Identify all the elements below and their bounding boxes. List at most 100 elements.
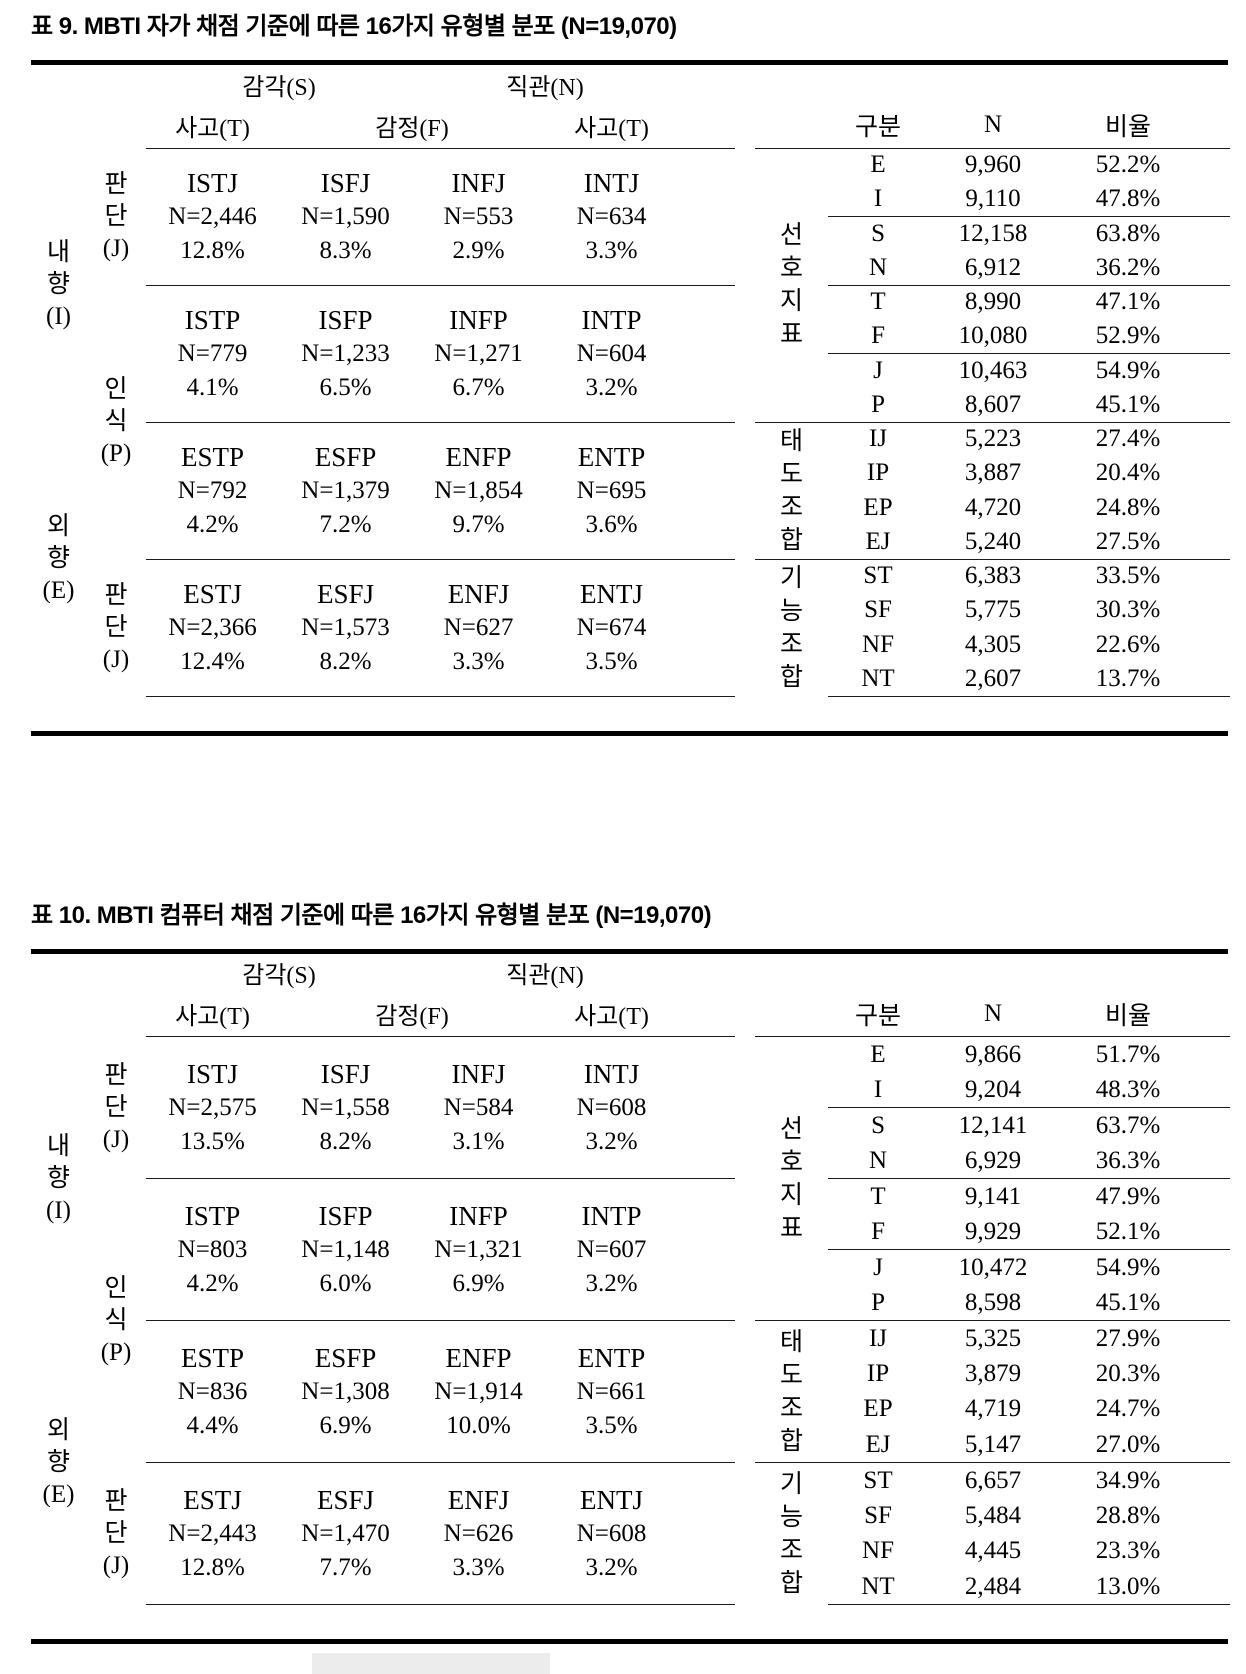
table-9-summary: 구분 N 비율 선 호 지 표 E 9,960 52.2% I 9,110 47.8% S…: [755, 103, 1231, 697]
summary-ratio-cell: 47.8%: [1095, 185, 1161, 213]
row-group-extravert: 외 향 (E): [42, 1416, 75, 1508]
type-cell-entj: ENTJ N=608 3.2%: [545, 1462, 679, 1605]
type-count: N=1,308: [301, 1377, 390, 1405]
summary-n-cell: 6,657: [928, 1462, 1059, 1498]
summary-code-cell: P: [871, 390, 885, 418]
summary-row-ej: EJ 5,240 27.5%: [755, 525, 1230, 559]
summary-n-cell: 3,879: [964, 1359, 1022, 1387]
type-name: INFP: [449, 1200, 508, 1231]
type-name: ENTJ: [580, 1484, 643, 1515]
type-percent: 3.3%: [585, 236, 638, 264]
summary-ratio-cell: 36.2%: [1095, 253, 1161, 281]
empty-cell: [1198, 491, 1230, 525]
empty-cell: [678, 558, 736, 697]
empty-cell: [1198, 388, 1230, 422]
type-cell-intp: INTP N=607 3.2%: [545, 1178, 679, 1321]
grid-row-ej: 판 단 (J) ESTJ N=2,443 12.8% ESFJ N=1,470 7.7%…: [31, 1462, 736, 1605]
summary-code-cell: IJ: [828, 421, 929, 457]
type-percent: 3.5%: [585, 647, 638, 675]
type-name: ESFJ: [316, 578, 375, 609]
row-group-introvert: 내 향 (I): [46, 1132, 71, 1224]
summary-n-cell: 5,775: [964, 596, 1022, 624]
col-header-thinking-n: 사고(T): [545, 103, 679, 149]
summary-code-cell: N: [868, 1146, 888, 1174]
col-header-thinking-n: 사고(T): [545, 991, 679, 1037]
empty-cell: [1198, 991, 1231, 1037]
type-cell-enfj: ENFJ N=627 3.3%: [412, 558, 545, 697]
summary-code-cell: E: [870, 151, 886, 179]
type-cell-estj: ESTJ N=2,366 12.4%: [146, 558, 279, 697]
empty-cell: [678, 1462, 736, 1605]
type-name: ESFJ: [316, 1484, 375, 1515]
summary-n-cell: 8,598: [964, 1288, 1022, 1316]
type-percent: 6.0%: [319, 1269, 372, 1297]
type-name: INFJ: [451, 167, 506, 198]
summary-n-cell: 9,929: [964, 1217, 1022, 1245]
type-count: N=1,573: [301, 613, 390, 641]
summary-ratio-cell: 63.8%: [1058, 215, 1199, 251]
type-percent: 3.6%: [585, 510, 638, 538]
summary-n-cell: 6,383: [928, 558, 1059, 594]
row-label-perceiving: 인 식 (P): [100, 1274, 132, 1366]
type-percent: 4.2%: [186, 510, 239, 538]
table-9-caption: 표 9. MBTI 자가 채점 기준에 따른 16가지 유형별 분포 (N=19…: [31, 13, 677, 40]
type-percent: 6.5%: [319, 373, 372, 401]
empty-cell: [1198, 525, 1230, 559]
summary-n-cell: 12,158: [928, 215, 1059, 251]
summary-code-cell: IP: [866, 459, 890, 487]
summary-code-cell: EJ: [865, 527, 891, 555]
type-percent: 12.8%: [180, 1553, 245, 1581]
summary-row-n: N 6,912 36.2%: [755, 251, 1230, 285]
empty-cell: [31, 992, 146, 1037]
summary-row-ij: 태 도 조 합 IJ 5,325 27.9%: [755, 1320, 1231, 1463]
type-count: N=695: [576, 476, 647, 504]
row-label-judging-top: 판 단 (J): [102, 170, 130, 262]
empty-cell: [678, 65, 735, 103]
type-count: N=1,321: [434, 1235, 523, 1263]
summary-group-functions: 기 능 조 합: [755, 558, 829, 696]
summary-code-cell: ST: [828, 1462, 929, 1498]
summary-ratio-cell: 27.4%: [1058, 421, 1199, 457]
summary-row-nt: NT 2,484 13.0%: [755, 1569, 1231, 1605]
summary-ratio-cell: 36.3%: [1095, 1146, 1161, 1174]
summary-row-sf: SF 5,775 30.3%: [755, 593, 1230, 627]
type-count: N=2,575: [168, 1093, 257, 1121]
summary-code-cell: I: [873, 1075, 883, 1103]
summary-code-cell: N: [868, 253, 888, 281]
summary-row-i: I 9,204 48.3%: [755, 1072, 1230, 1108]
summary-ratio-cell: 27.5%: [1095, 527, 1161, 555]
empty-cell: [678, 421, 736, 559]
summary-n-cell: 5,147: [964, 1430, 1022, 1458]
summary-row-f: F 10,080 52.9%: [755, 319, 1230, 353]
type-cell-istp: ISTP N=779 4.1%: [146, 284, 279, 422]
summary-ratio-cell: 30.3%: [1095, 596, 1161, 624]
type-cell-intj: INTJ N=608 3.2%: [545, 1037, 678, 1179]
type-cell-esfj: ESFJ N=1,573 8.2%: [279, 558, 412, 697]
empty-cell: [31, 65, 146, 103]
empty-cell: [678, 991, 736, 1037]
summary-n-cell: 4,720: [964, 493, 1022, 521]
empty-cell: [1198, 103, 1231, 149]
empty-cell: [1198, 215, 1231, 251]
summary-row-st: 기 능 조 합 ST 6,383 33.5%: [755, 558, 1231, 696]
type-name: INFP: [449, 304, 508, 335]
summary-row-s: S 12,158 63.8%: [755, 215, 1231, 251]
summary-row-nt: NT 2,607 13.7%: [755, 661, 1231, 697]
type-count: N=627: [443, 613, 514, 641]
summary-row-ip: IP 3,879 20.3%: [755, 1356, 1230, 1392]
grid-row-ep: 외 향 (E) ESTP N=792 4.2% ESFP N=1,379 7.2% EN…: [31, 421, 736, 604]
type-name: ISTJ: [186, 167, 238, 198]
type-count: N=803: [177, 1235, 248, 1263]
summary-n-cell: 8,990: [928, 284, 1059, 320]
summary-ratio-cell: 24.8%: [1095, 493, 1161, 521]
summary-code-cell: S: [828, 215, 929, 251]
type-cell-infp: INFP N=1,271 6.7%: [412, 284, 545, 422]
empty-cell: [1198, 1037, 1230, 1073]
empty-cell: [678, 284, 736, 422]
type-percent: 3.3%: [452, 647, 505, 675]
type-cell-isfp: ISFP N=1,233 6.5%: [279, 284, 412, 422]
summary-ratio-cell: 54.9%: [1058, 1249, 1199, 1285]
summary-code-cell: J: [828, 1249, 929, 1285]
col-group-intuition: 직관(N): [506, 74, 584, 101]
grid-row-ej: 판 단 (J) ESTJ N=2,366 12.4% ESFJ N=1,573 8.2%…: [31, 558, 736, 697]
